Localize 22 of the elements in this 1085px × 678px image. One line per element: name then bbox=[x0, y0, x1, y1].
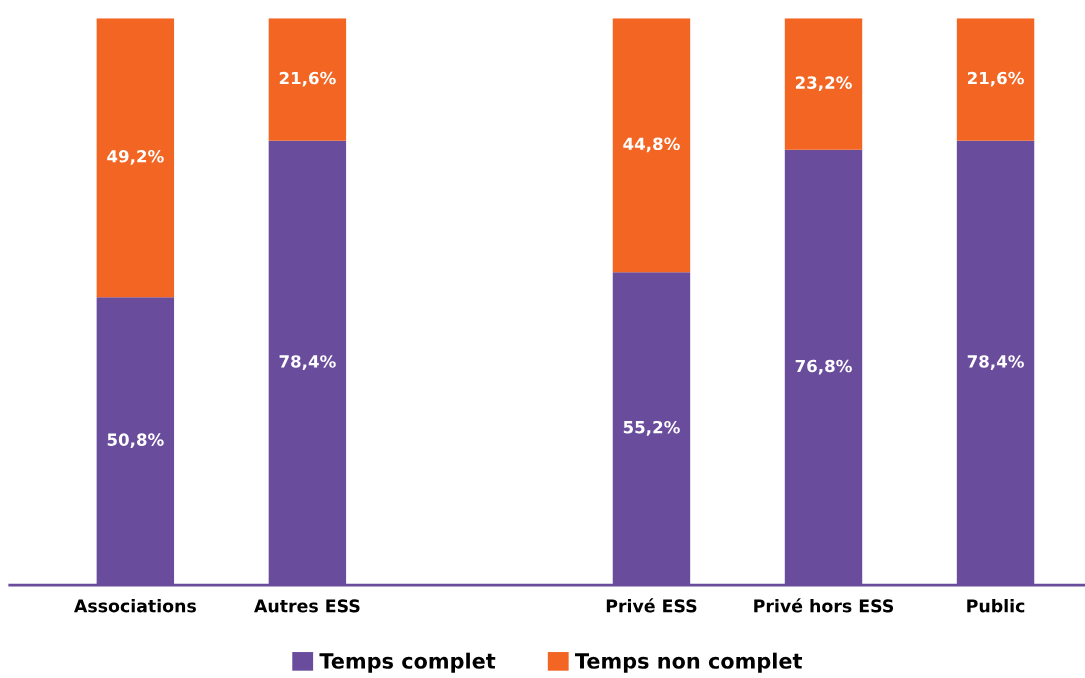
data-label: 78,4% bbox=[967, 355, 1024, 370]
x-tick-label: Public bbox=[967, 599, 1025, 613]
data-label: 50,8% bbox=[107, 433, 164, 449]
x-tick-label: Privé ESS bbox=[606, 598, 697, 613]
bar bbox=[612, 18, 691, 273]
data-label: 44,8% bbox=[623, 137, 680, 153]
data-label: 78,4% bbox=[279, 355, 336, 370]
legend-label: Temps complet bbox=[319, 652, 496, 673]
bar bbox=[96, 18, 175, 298]
data-label: 23,2% bbox=[795, 76, 852, 92]
bar bbox=[956, 18, 1035, 141]
data-label: 76,8% bbox=[795, 359, 852, 375]
data-label: 49,2% bbox=[107, 149, 164, 165]
legend-label: Temps non complet bbox=[574, 652, 803, 673]
data-label: 21,6% bbox=[967, 71, 1024, 87]
bar bbox=[784, 18, 863, 150]
x-tick-label: Privé hors ESS bbox=[754, 598, 894, 613]
x-tick-label: Autres ESS bbox=[254, 599, 360, 613]
bar bbox=[268, 18, 347, 141]
x-tick-label: Associations bbox=[74, 599, 196, 613]
data-label: 21,6% bbox=[279, 71, 336, 87]
data-label: 55,2% bbox=[623, 420, 680, 436]
